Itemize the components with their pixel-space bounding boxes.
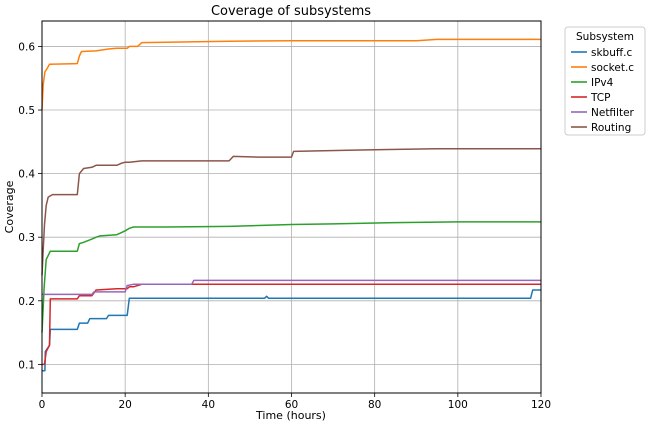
x-tick-label: 40 (202, 399, 215, 411)
y-axis-label: Coverage (3, 180, 16, 233)
legend-box (564, 26, 646, 136)
y-tick-label: 0.2 (18, 296, 35, 308)
series-line-socket-c (41, 38, 541, 111)
y-axis: 0.1 0.2 0.3 0.4 0.5 0.6 (18, 41, 42, 371)
legend-entry-ipv4: IPv4 (591, 77, 614, 89)
grid (41, 21, 542, 393)
x-tick-label: 20 (118, 399, 131, 411)
y-tick-label: 0.6 (18, 41, 35, 53)
x-tick-label: 60 (285, 399, 298, 411)
series-line-tcp (42, 283, 541, 366)
chart-title: Coverage of subsystems (211, 4, 371, 19)
series-line-netfilter (42, 279, 541, 296)
legend-entry-socket-c: socket.c (591, 62, 634, 74)
x-tick-label: 100 (448, 399, 468, 411)
y-tick-label: 0.5 (18, 105, 35, 117)
series-line-routing (41, 148, 541, 276)
x-axis: 0 20 40 60 80 100 120 (39, 393, 551, 411)
legend: Subsystem skbuff.c socket.c IPv4 TCP Netfilt… (564, 26, 646, 136)
y-tick-label: 0.1 (18, 359, 35, 371)
series-line-ipv4 (41, 221, 541, 333)
x-axis-label: Time (hours) (255, 409, 326, 422)
series-layer (41, 38, 541, 372)
y-tick-label: 0.4 (18, 169, 35, 181)
legend-entry-skbuff-c: skbuff.c (591, 47, 632, 59)
x-tick-label: 0 (39, 399, 46, 411)
legend-entry-tcp: TCP (590, 92, 610, 104)
legend-entry-routing: Routing (591, 122, 631, 134)
legend-title: Subsystem (576, 31, 634, 43)
x-tick-label: 80 (368, 399, 381, 411)
x-tick-label: 120 (531, 399, 551, 411)
legend-entry-netfilter: Netfilter (591, 107, 635, 119)
y-tick-label: 0.3 (18, 232, 35, 244)
